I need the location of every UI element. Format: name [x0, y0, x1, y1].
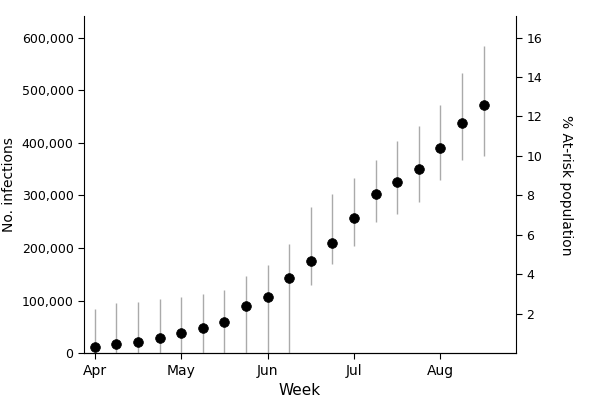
Y-axis label: No. infections: No. infections [2, 138, 16, 232]
X-axis label: Week: Week [279, 383, 321, 398]
Y-axis label: % At-risk population: % At-risk population [559, 115, 573, 255]
